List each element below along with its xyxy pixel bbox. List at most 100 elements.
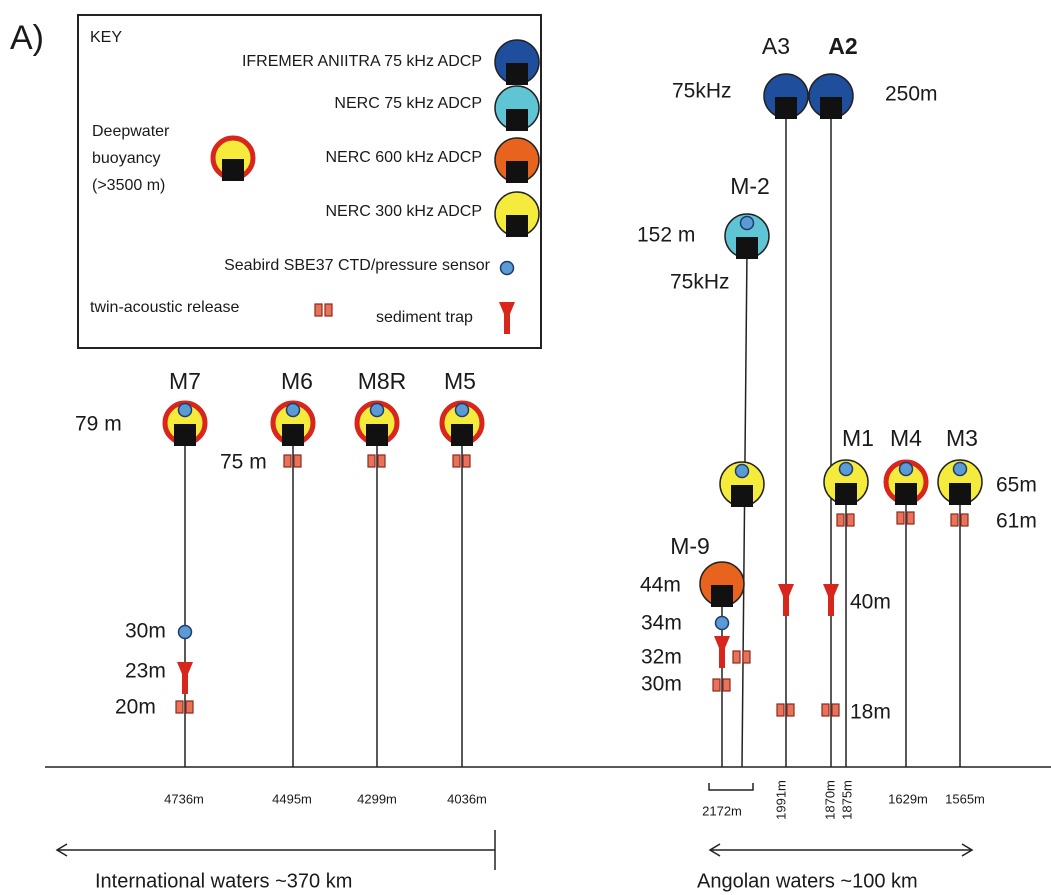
panel-label: A) <box>10 19 44 57</box>
release <box>742 650 751 664</box>
adcp <box>174 424 196 446</box>
ctd-sensor <box>177 402 193 418</box>
adcp <box>736 237 758 259</box>
ctd-sensor <box>898 461 914 477</box>
annotation: 34m <box>641 612 682 635</box>
depth-label: 4299m <box>357 791 397 806</box>
annotation: 75 m <box>220 451 267 474</box>
mooring-name: M1 <box>842 425 874 451</box>
annotation: 32m <box>641 646 682 669</box>
depth-label: 1991m <box>773 780 788 820</box>
depth-label: 2172m <box>702 803 742 818</box>
key-label: IFREMER ANIITRA 75 kHz ADCP <box>242 53 482 70</box>
annotation: 20m <box>115 696 156 719</box>
release <box>831 703 840 717</box>
key-label: NERC 75 kHz ADCP <box>334 95 482 112</box>
release <box>314 303 323 317</box>
depth-label: 1629m <box>888 791 928 806</box>
ctd-sensor <box>454 402 470 418</box>
key-label: (>3500 m) <box>92 177 165 194</box>
key-box <box>77 14 542 349</box>
depth-label: 1565m <box>945 791 985 806</box>
ctd-sensor <box>369 402 385 418</box>
sediment-trap <box>499 302 515 334</box>
annotation: 61m <box>996 510 1037 533</box>
annotation: 18m <box>850 701 891 724</box>
adcp <box>820 97 842 119</box>
key-label: NERC 600 kHz ADCP <box>326 149 483 166</box>
annotation: 75kHz <box>670 271 730 294</box>
release <box>950 513 959 527</box>
ctd-sensor <box>499 260 515 276</box>
mooring-name: M5 <box>444 368 476 394</box>
adcp <box>949 483 971 505</box>
ctd-sensor <box>734 463 750 479</box>
annotation: 23m <box>125 660 166 683</box>
release <box>906 511 915 525</box>
ctd-sensor <box>177 624 193 640</box>
key-label: twin-acoustic release <box>90 299 240 316</box>
annotation: 65m <box>996 474 1037 497</box>
release <box>846 513 855 527</box>
region-arrows <box>55 830 974 870</box>
adcp <box>506 215 528 237</box>
key-label: sediment trap <box>376 309 473 326</box>
ctd-sensor <box>285 402 301 418</box>
ctd-sensor <box>739 215 755 231</box>
release <box>712 678 721 692</box>
region-label: Angolan waters ~100 km <box>697 870 918 892</box>
release <box>732 650 741 664</box>
release <box>185 700 194 714</box>
annotation: 152 m <box>637 224 695 247</box>
mooring-lines <box>184 110 961 791</box>
release <box>293 454 302 468</box>
release <box>462 454 471 468</box>
annotation: 30m <box>641 673 682 696</box>
release <box>722 678 731 692</box>
sediment-trap <box>177 662 193 694</box>
release <box>175 700 184 714</box>
key-title: KEY <box>90 29 122 46</box>
adcp <box>451 424 473 446</box>
adcp <box>506 161 528 183</box>
region-label: International waters ~370 km <box>95 870 352 892</box>
annotation: 30m <box>125 620 166 643</box>
release <box>960 513 969 527</box>
ctd-sensor <box>838 461 854 477</box>
mooring-name: A3 <box>762 33 790 59</box>
adcp <box>895 483 917 505</box>
key-label: buoyancy <box>92 150 161 167</box>
mooring-name: M8R <box>358 368 407 394</box>
adcp <box>731 485 753 507</box>
sediment-trap <box>714 636 730 668</box>
adcp <box>775 97 797 119</box>
key-label: Seabird SBE37 CTD/pressure sensor <box>224 257 491 274</box>
adcp <box>366 424 388 446</box>
release <box>821 703 830 717</box>
mooring-name: M4 <box>890 425 922 451</box>
adcp <box>506 63 528 85</box>
mooring-name: M-9 <box>670 533 710 559</box>
annotation: 75kHz <box>672 80 732 103</box>
release <box>324 303 333 317</box>
key-label: NERC 300 kHz ADCP <box>326 203 483 220</box>
depth-label: 4036m <box>447 791 487 806</box>
adcp <box>835 483 857 505</box>
key-label: Deepwater <box>92 123 170 140</box>
release <box>367 454 376 468</box>
depth-label: 1870m <box>822 780 837 820</box>
sediment-trap <box>823 584 839 616</box>
release <box>776 703 785 717</box>
adcp <box>282 424 304 446</box>
adcp <box>711 585 733 607</box>
mooring-name: M6 <box>281 368 313 394</box>
annotation: 250m <box>885 83 938 106</box>
release <box>377 454 386 468</box>
annotation: 40m <box>850 591 891 614</box>
depth-label: 4495m <box>272 791 312 806</box>
mooring-name: M-2 <box>730 173 770 199</box>
mooring-name: M3 <box>946 425 978 451</box>
ctd-sensor <box>952 461 968 477</box>
mooring-name: M7 <box>169 368 201 394</box>
